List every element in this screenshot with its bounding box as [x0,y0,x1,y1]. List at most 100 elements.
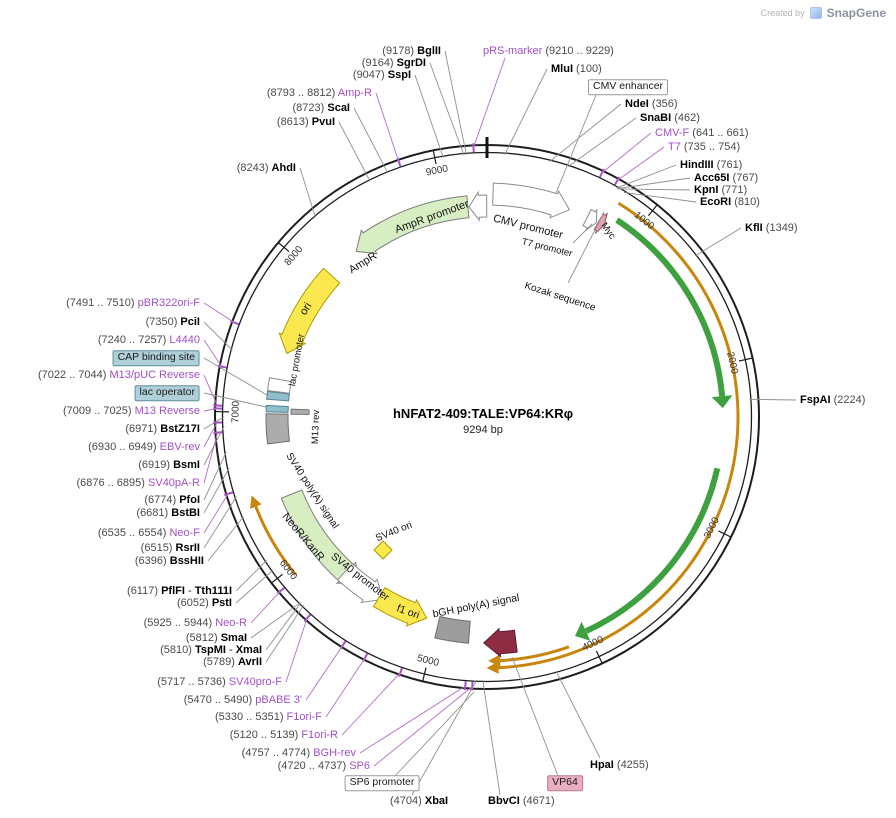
label-l4440[interactable]: (7240 .. 7257) L4440 [98,334,200,346]
callout-line-bgh-rev [359,685,466,754]
label-fspai-text-0: FspAI [800,393,831,406]
label-sp6-promoter[interactable]: SP6 promoter [344,775,420,791]
label-tspmi-xmai[interactable]: (5810) TspMI - XmaI [160,644,262,656]
label-hpai[interactable]: HpaI (4255) [590,759,649,771]
feature-cds-arc-outer[interactable] [498,201,740,670]
label-sv40pa-r[interactable]: (6876 .. 6895) SV40pA-R [76,477,200,489]
label-sgrdi[interactable]: (9164) SgrDI [362,57,426,69]
label-bgh-rev[interactable]: (4757 .. 4774) BGH-rev [242,747,356,759]
label-pflfi-tth111i[interactable]: (6117) PflFI - Tth111I [127,585,232,597]
feature-vp64[interactable] [483,627,518,658]
label-mlui[interactable]: MluI (100) [551,63,602,75]
tick-1000 [647,204,658,217]
callout-line-xbai [411,679,478,796]
label-acc65i[interactable]: Acc65I (767) [694,172,758,184]
label-sp6-promoter-text-0: SP6 promoter [349,776,415,789]
feature-lac-promoter-box[interactable] [267,377,292,394]
label-m13-puc-reverse[interactable]: (7022 .. 7044) M13/pUC Reverse [38,369,200,381]
snapgene-brand[interactable]: SnapGene [826,6,886,20]
label-sv40pro-f[interactable]: (5717 .. 5736) SV40pro-F [157,676,282,688]
feature-arc-neor-region[interactable] [254,506,297,576]
label-neo-f[interactable]: (6535 .. 6554) Neo-F [98,527,200,539]
label-cmv-enhancer[interactable]: CMV enhancer [588,79,669,95]
label-pfoi[interactable]: (6774) PfoI [144,494,200,506]
feature-tale-arc-2[interactable] [584,467,721,634]
feature-tale-arc-1[interactable] [615,217,726,397]
feature-f1-ori[interactable] [372,587,428,627]
feature-ampr[interactable] [355,195,470,255]
label-ndei[interactable]: NdeI (356) [625,98,678,110]
tick-9000 [432,150,437,165]
feature-bgh-polya[interactable] [434,615,471,644]
label-bstz17i-text-0: (6971) [125,422,161,435]
feature-cds-arc-inner-arrowhead [488,654,501,667]
label-pbr322ori-f-text-1: pBR322ori-F [137,296,200,309]
label-xbai[interactable]: (4704) XbaI [390,795,448,807]
label-sspi[interactable]: (9047) SspI [353,69,411,81]
label-bbvci[interactable]: BbvCI (4671) [488,795,555,807]
label-scai[interactable]: (8723) ScaI [293,102,351,114]
feature-sv40-ori[interactable] [373,540,393,560]
label-pbr322ori-f[interactable]: (7491 .. 7510) pBR322ori-F [66,297,200,309]
callout-line-m13-reverse [203,408,218,412]
label-t7-primer[interactable]: T7 (735 .. 754) [668,141,740,153]
feature-cmv-promoter[interactable] [492,182,571,219]
label-psti[interactable]: (6052) PstI [177,597,232,609]
label-sp6[interactable]: (4720 .. 4737) SP6 [278,760,370,772]
label-rsrii[interactable]: (6515) RsrII [141,542,200,554]
feature-tale-arc-2-arrowhead [575,621,591,641]
label-kpni[interactable]: KpnI (771) [694,184,747,196]
label-f1ori-r[interactable]: (5120 .. 5139) F1ori-R [230,729,338,741]
label-f1ori-f[interactable]: (5330 .. 5351) F1ori-F [215,711,322,723]
feature-m13-rev-box[interactable] [290,408,310,415]
label-pvui[interactable]: (8613) PvuI [277,116,335,128]
label-pfoi-text-0: (6774) [144,493,180,506]
label-pcii[interactable]: (7350) PciI [146,316,200,328]
label-neo-r[interactable]: (5925 .. 5944) Neo-R [144,617,247,629]
label-bsshii[interactable]: (6396) BssHII [135,555,204,567]
label-ahdi[interactable]: (8243) AhdI [237,162,296,174]
label-bsmi[interactable]: (6919) BsmI [138,459,200,471]
callout-line-sgrdi [429,62,465,156]
callout-line-neo-f [203,493,229,534]
label-avrii[interactable]: (5789) AvrII [203,656,262,668]
label-pbabe-3[interactable]: (5470 .. 5490) pBABE 3' [184,694,302,706]
label-bstbi-text-0: (6681) [136,506,172,519]
feature-cds-arc-inner[interactable] [500,645,570,663]
label-acc65i-text-1: (767) [729,171,759,184]
label-vp64-tag[interactable]: VP64 [547,775,583,791]
label-bstbi[interactable]: (6681) BstBI [136,507,200,519]
label-l4440-text-1: L4440 [169,333,200,346]
label-amp-r[interactable]: (8793 .. 8812) Amp-R [267,87,372,99]
label-pflfi-tth111i-text-2: - [184,584,195,597]
label-hpai-text-1: (4255) [613,758,649,771]
feature-laco-box[interactable] [265,404,289,413]
feature-sv40-promoter[interactable] [336,562,384,604]
label-prs-marker[interactable]: pRS-marker (9210 .. 9229) [483,45,614,57]
feature-ampr-promoter[interactable] [468,190,488,222]
label-lac-operator[interactable]: lac operator [134,385,200,401]
label-cmv-f[interactable]: CMV-F (641 .. 661) [655,127,749,139]
label-tspmi-xmai-text-3: XmaI [235,643,262,656]
label-fspai[interactable]: FspAI (2224) [800,394,865,406]
label-ebv-rev[interactable]: (6930 .. 6949) EBV-rev [88,441,200,453]
label-bstz17i[interactable]: (6971) BstZ17I [125,423,200,435]
primer-tick [598,168,605,178]
label-sgrdi-text-0: (9164) [361,56,397,69]
feature-t7-promoter[interactable] [582,208,598,231]
callout-line-acc65i [617,177,691,190]
label-snabi[interactable]: SnaBI (462) [640,112,700,124]
label-kfli[interactable]: KflI (1349) [745,222,798,234]
label-cap-binding-site[interactable]: CAP binding site [112,350,200,366]
feature-ori[interactable] [278,267,341,355]
label-ecori[interactable]: EcoRI (810) [700,196,760,208]
feature-sv40-polya[interactable] [265,413,291,445]
label-bglii[interactable]: (9178) BglII [382,45,441,57]
plasmid-name: hNFAT2-409:TALE:VP64:KRφ [392,406,574,421]
feature-cap-box[interactable] [266,390,290,402]
feature-label-m13-rev[interactable]: M13 rev [309,409,323,445]
label-smai[interactable]: (5812) SmaI [186,632,247,644]
label-m13-reverse[interactable]: (7009 .. 7025) M13 Reverse [63,405,200,417]
label-hindiii[interactable]: HindIII (761) [680,159,742,171]
callout-line-l4440 [203,339,223,367]
